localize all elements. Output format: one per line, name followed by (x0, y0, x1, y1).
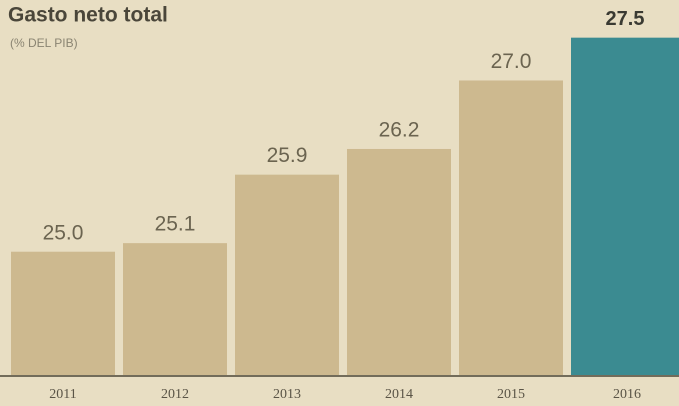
chart-subtitle: (% DEL PIB) (10, 36, 78, 50)
value-label: 26.2 (379, 119, 420, 142)
value-label: 25.0 (43, 221, 84, 244)
bar (571, 37, 679, 375)
value-label: 27.0 (491, 50, 532, 73)
x-tick-label: 2015 (497, 387, 525, 402)
value-label: 25.9 (267, 144, 308, 167)
x-tick-label: 2014 (385, 387, 413, 402)
bar (459, 80, 563, 375)
value-label: 25.1 (155, 213, 196, 236)
x-tick-label: 2016 (613, 387, 641, 402)
bar (123, 243, 227, 375)
x-tick-label: 2011 (49, 387, 76, 402)
value-label: 27.5 (606, 8, 645, 30)
x-tick-label: 2012 (161, 387, 189, 402)
chart-title: Gasto neto total (8, 4, 168, 27)
bar (235, 174, 339, 375)
bar (11, 251, 115, 375)
x-tick-label: 2013 (273, 387, 301, 402)
bar (347, 148, 451, 375)
